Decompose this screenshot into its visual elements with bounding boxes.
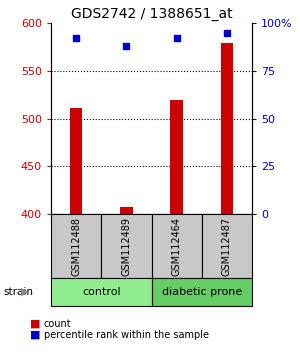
Bar [152, 278, 252, 306]
Point [224, 30, 229, 35]
Text: strain: strain [3, 287, 33, 297]
Point [174, 35, 179, 41]
Bar [120, 206, 133, 214]
Text: GSM112487: GSM112487 [222, 216, 232, 276]
Text: ■: ■ [30, 330, 40, 339]
Title: GDS2742 / 1388651_at: GDS2742 / 1388651_at [71, 7, 232, 21]
Point [124, 43, 129, 49]
Bar [70, 108, 83, 214]
Bar [220, 43, 233, 214]
Text: diabetic prone: diabetic prone [162, 287, 242, 297]
Bar [51, 278, 152, 306]
Bar [202, 214, 252, 278]
Text: percentile rank within the sample: percentile rank within the sample [44, 330, 208, 339]
Bar [170, 101, 183, 214]
Text: count: count [44, 319, 71, 329]
Point [74, 35, 79, 41]
Bar [152, 214, 202, 278]
Text: ▶: ▶ [21, 287, 30, 297]
Text: GSM112464: GSM112464 [172, 217, 182, 275]
Text: GSM112488: GSM112488 [71, 217, 81, 275]
Text: control: control [82, 287, 121, 297]
Text: ■: ■ [30, 319, 40, 329]
Bar [101, 214, 152, 278]
Bar [51, 214, 101, 278]
Text: GSM112489: GSM112489 [122, 217, 131, 275]
